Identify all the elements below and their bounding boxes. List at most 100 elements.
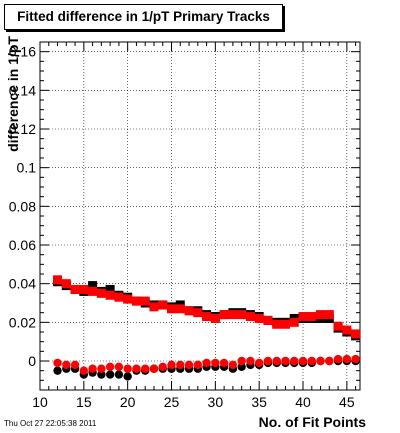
y-tick-label: 0.1	[17, 160, 37, 176]
series-3-circle-marker	[114, 362, 124, 371]
series-3-circle-marker	[176, 360, 185, 370]
series-0-square-marker	[105, 284, 115, 294]
series-3-circle-marker	[342, 354, 352, 364]
y-tick-label: 0.02	[9, 314, 36, 330]
series-1-square-marker	[96, 288, 106, 298]
x-tick-label: 20	[120, 394, 136, 410]
series-3-circle-marker	[254, 358, 264, 368]
series-1-square-marker	[307, 312, 317, 322]
series-2-circle-marker	[237, 362, 246, 371]
series-1-square-marker	[210, 313, 220, 323]
series-2-circle-marker	[97, 370, 106, 379]
series-3-circle-marker	[193, 360, 203, 370]
series-3-circle-marker	[333, 354, 343, 364]
series-1-square-marker	[53, 275, 63, 285]
grid-lines	[39, 42, 360, 390]
y-tick-label: 0.08	[9, 198, 36, 214]
series-3-circle-marker	[246, 356, 255, 366]
y-tick-label: 0.16	[9, 44, 36, 60]
series-3-circle-marker	[158, 362, 167, 371]
data-markers	[53, 275, 361, 381]
series-3-circle-marker	[167, 360, 176, 370]
axis-ticks: 10 15 20 25 30 35 40 45 0 0.02 0.04 0.06 0.08 0.1 0.12…	[9, 42, 360, 410]
y-tick-label: 0	[28, 353, 36, 369]
series-3-circle-marker	[263, 356, 273, 366]
series-3-circle-marker	[351, 354, 360, 364]
y-tick-label: 0.12	[9, 121, 36, 137]
series-1-square-marker	[228, 310, 238, 320]
series-2-circle-marker	[123, 372, 132, 381]
x-tick-label: 30	[208, 394, 224, 410]
x-tick-label: 10	[32, 394, 48, 410]
series-1-square-marker	[289, 317, 299, 327]
series-3-circle-marker	[132, 364, 141, 373]
series-3-circle-marker	[237, 356, 246, 366]
series-2-circle-marker	[105, 370, 115, 379]
series-1-square-marker	[114, 292, 124, 302]
series-1-square-marker	[237, 310, 247, 320]
series-1-square-marker	[263, 315, 273, 325]
series-3-circle-marker	[97, 364, 106, 373]
series-1-square-marker	[167, 304, 177, 314]
footer-timestamp: Thu Oct 27 22:05:38 2011	[4, 419, 97, 428]
series-3-circle-marker	[219, 358, 229, 368]
series-3-circle-marker	[316, 356, 325, 366]
plot-frame	[39, 41, 361, 391]
x-tick-label: 45	[339, 394, 355, 410]
series-3-circle-marker	[88, 364, 97, 373]
series-3-circle-marker	[290, 356, 299, 366]
series-3-circle-marker	[272, 356, 281, 366]
series-1-square-marker	[88, 286, 98, 296]
series-1-square-marker	[131, 296, 141, 306]
series-3-circle-marker	[184, 360, 194, 370]
series-1-square-marker	[79, 284, 89, 294]
series-1-square-marker	[254, 313, 264, 323]
series-1-square-marker	[70, 284, 80, 294]
series-3-circle-marker	[281, 356, 290, 366]
series-3-circle-marker	[325, 356, 334, 366]
x-tick-label: 35	[251, 394, 267, 410]
series-3-circle-marker	[307, 356, 316, 366]
chart-title: Fitted difference in 1/pT Primary Tracks	[4, 4, 283, 30]
series-3-circle-marker	[79, 366, 89, 375]
series-1-square-marker	[175, 304, 185, 314]
x-tick-label: 40	[295, 394, 311, 410]
series-1-square-marker	[280, 319, 290, 329]
y-tick-label: 0.06	[9, 237, 36, 253]
series-1-square-marker	[61, 279, 71, 289]
series-1-square-marker	[298, 312, 308, 322]
series-2-circle-marker	[53, 366, 62, 375]
series-1-square-marker	[324, 310, 334, 320]
series-3-circle-marker	[70, 360, 80, 370]
series-3-circle-marker	[123, 364, 132, 373]
series-3-circle-marker	[53, 358, 62, 368]
series-1-square-marker	[351, 329, 361, 339]
series-1-square-marker	[272, 319, 282, 329]
series-1-square-marker	[245, 312, 255, 322]
series-1-square-marker	[342, 325, 352, 335]
series-1-square-marker	[123, 294, 133, 304]
series-1-square-marker	[202, 312, 212, 322]
series-1-square-marker	[333, 321, 343, 331]
x-axis-label: No. of Fit Points	[259, 414, 367, 430]
series-1-square-marker	[149, 302, 159, 312]
series-1-square-marker	[219, 310, 229, 320]
series-3-circle-marker	[105, 362, 115, 371]
x-tick-label: 15	[76, 394, 92, 410]
series-1-square-marker	[158, 300, 168, 310]
series-3-circle-marker	[202, 358, 211, 368]
series-3-circle-marker	[211, 358, 220, 368]
series-1-square-marker	[184, 306, 194, 316]
series-1-square-marker	[105, 290, 115, 300]
series-1-square-marker	[316, 310, 326, 320]
series-3-circle-marker	[298, 356, 308, 366]
series-3-circle-marker	[228, 360, 238, 370]
series-3-circle-marker	[141, 364, 150, 373]
series-0-square-marker	[88, 281, 98, 291]
series-3-circle-marker	[149, 364, 159, 373]
series-1-square-marker	[193, 308, 203, 318]
series-2-circle-marker	[114, 370, 124, 379]
y-tick-label: 0.14	[9, 82, 36, 98]
series-1-square-marker	[140, 296, 150, 306]
